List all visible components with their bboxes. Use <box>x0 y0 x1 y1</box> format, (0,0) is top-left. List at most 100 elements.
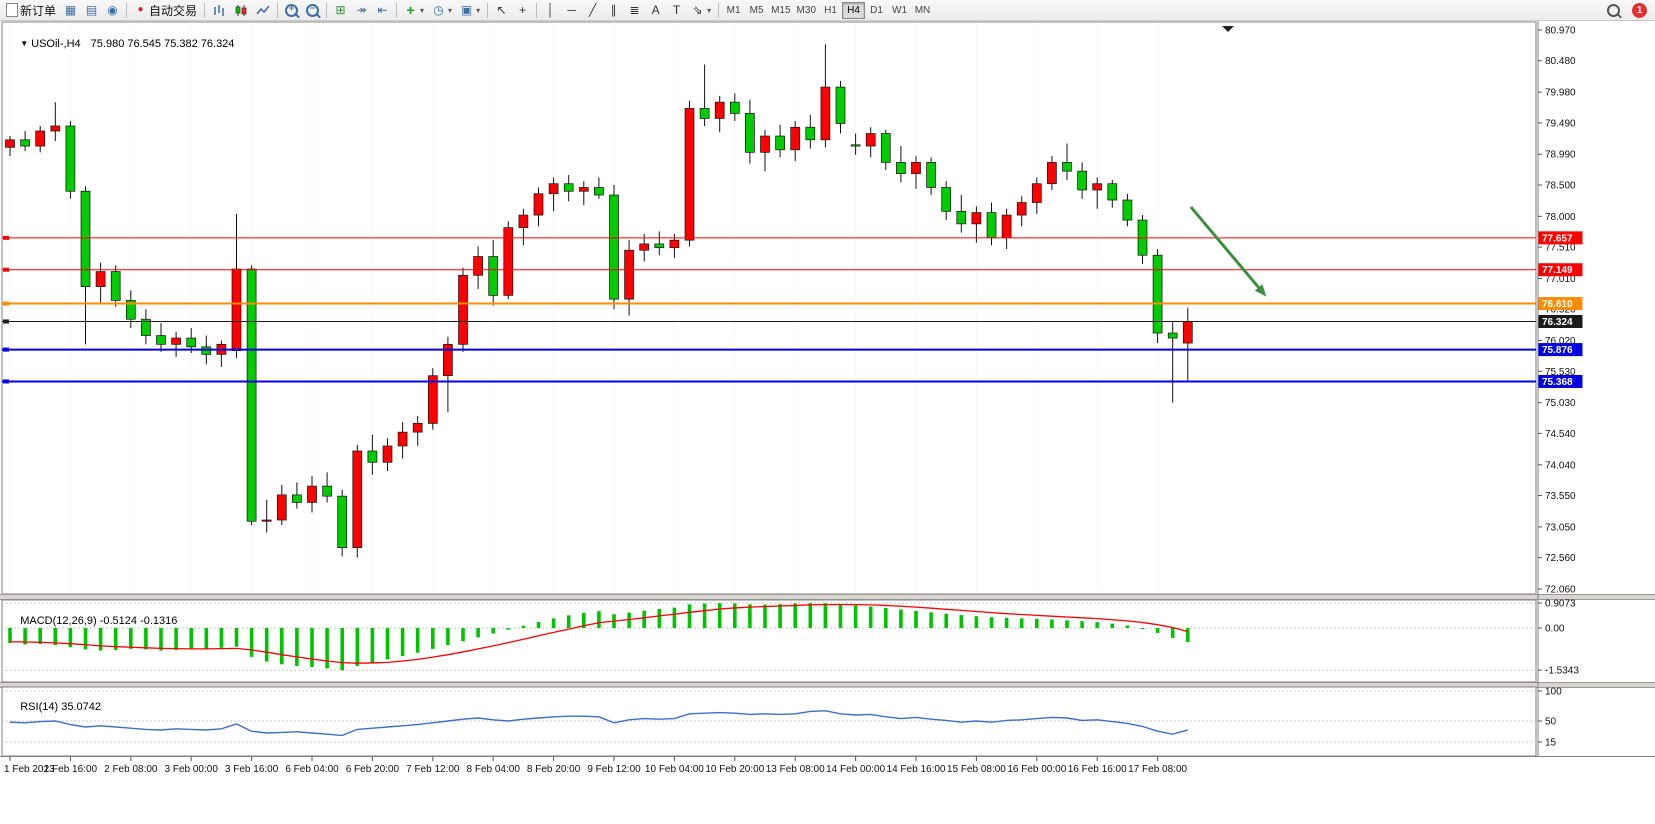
zoom-out-icon: − <box>306 3 320 17</box>
crosshair-button[interactable]: + <box>512 1 533 20</box>
tile-windows-button[interactable]: ⊞ <box>330 1 351 20</box>
text-tool-button[interactable]: A <box>645 1 666 20</box>
svg-text:74.540: 74.540 <box>1545 429 1576 440</box>
toolbar-separator <box>326 2 328 18</box>
timeframe-m1-button[interactable]: M1 <box>722 2 745 19</box>
notification-badge[interactable]: 1 <box>1632 2 1647 18</box>
svg-text:0.9073: 0.9073 <box>1545 599 1576 610</box>
svg-text:13 Feb 08:00: 13 Feb 08:00 <box>766 764 825 775</box>
svg-text:14 Feb 00:00: 14 Feb 00:00 <box>826 764 885 775</box>
cursor-button[interactable]: ↖ <box>491 1 512 20</box>
rsi-panel <box>1 686 1537 757</box>
panel-frames <box>1 21 1537 595</box>
zoom-in-button[interactable]: + <box>281 1 302 20</box>
timeframe-h1-button[interactable]: H1 <box>819 2 842 19</box>
svg-text:1 Feb 16:00: 1 Feb 16:00 <box>44 764 98 775</box>
horizontal-line-icon: ─ <box>567 3 576 17</box>
svg-text:72.560: 72.560 <box>1545 553 1576 564</box>
svg-text:14 Feb 16:00: 14 Feb 16:00 <box>887 764 946 775</box>
svg-text:0.00: 0.00 <box>1545 624 1565 635</box>
line-chart-button[interactable] <box>252 1 274 20</box>
timeframe-h4-button[interactable]: H4 <box>842 1 865 19</box>
chart-shift-button[interactable]: ⇤ <box>372 1 393 20</box>
templates-icon: ▣ <box>460 3 473 17</box>
chevron-down-icon: ▾ <box>476 5 481 15</box>
cursor-icon: ↖ <box>496 3 507 17</box>
data-window-button[interactable]: ▤ <box>81 1 102 20</box>
svg-text:16 Feb 16:00: 16 Feb 16:00 <box>1068 764 1127 775</box>
toolbar-separator <box>718 2 720 18</box>
data-window-icon: ▤ <box>85 3 98 17</box>
toolbar-separator <box>536 2 538 18</box>
chart-canvas[interactable]: 80.970 80.480 79.980 79.490 78.990 78.500 78.0… <box>0 21 1655 824</box>
templates-button[interactable]: ▣ ▾ <box>456 1 484 20</box>
indicators-button[interactable]: + ▾ <box>400 1 428 20</box>
svg-text:80.480: 80.480 <box>1545 56 1576 67</box>
alerts-button[interactable]: ◉ <box>102 1 123 20</box>
timeframe-m30-button[interactable]: M30 <box>794 2 819 19</box>
svg-text:79.490: 79.490 <box>1545 118 1576 129</box>
timeframe-w1-button[interactable]: W1 <box>888 2 911 19</box>
svg-text:80.970: 80.970 <box>1545 26 1576 37</box>
svg-text:77.510: 77.510 <box>1545 243 1576 254</box>
svg-text:16 Feb 00:00: 16 Feb 00:00 <box>1007 764 1066 775</box>
svg-text:1 Feb 2023: 1 Feb 2023 <box>4 764 55 775</box>
toolbar-separator <box>277 2 279 18</box>
timeframe-mn-button[interactable]: MN <box>911 2 934 19</box>
channel-icon: ∥ <box>610 3 617 17</box>
market-watch-button[interactable]: ▦ <box>60 1 81 20</box>
svg-text:3 Feb 16:00: 3 Feb 16:00 <box>225 764 279 775</box>
price-lines-layer[interactable] <box>2 235 1536 384</box>
trendline-button[interactable]: ╱ <box>582 1 603 20</box>
svg-text:75.030: 75.030 <box>1545 398 1576 409</box>
svg-text:77.657: 77.657 <box>1542 233 1573 244</box>
svg-text:6 Feb 20:00: 6 Feb 20:00 <box>346 764 400 775</box>
svg-text:76.020: 76.020 <box>1545 336 1576 347</box>
chart-window[interactable]: 80.970 80.480 79.980 79.490 78.990 78.500 78.0… <box>0 21 1655 824</box>
svg-text:8 Feb 20:00: 8 Feb 20:00 <box>527 764 581 775</box>
svg-text:15: 15 <box>1545 738 1557 749</box>
vertical-line-icon: │ <box>546 3 555 17</box>
horizontal-line-button[interactable]: ─ <box>561 1 582 20</box>
periods-button[interactable]: ◷ ▾ <box>428 1 456 20</box>
macd-panel <box>1 599 1537 683</box>
arrows-tool-button[interactable]: ⇘ ▾ <box>687 1 715 20</box>
channel-button[interactable]: ∥ <box>603 1 624 20</box>
label-tool-icon: T <box>672 3 681 17</box>
price-axis[interactable]: 80.970 80.480 79.980 79.490 78.990 78.500 78.0… <box>1537 21 1579 756</box>
svg-text:15 Feb 08:00: 15 Feb 08:00 <box>947 764 1006 775</box>
auto-scroll-button[interactable]: ↠ <box>351 1 372 20</box>
fibonacci-button[interactable]: ≣ <box>624 1 645 20</box>
toolbar-separator <box>396 2 398 18</box>
timeframe-m15-button[interactable]: M15 <box>768 2 793 19</box>
candlestick-chart-button[interactable] <box>230 1 252 20</box>
search-button[interactable] <box>1603 1 1624 20</box>
zoom-out-button[interactable]: − <box>302 1 323 20</box>
clock-icon: ◷ <box>433 3 444 17</box>
label-tool-button[interactable]: T <box>666 1 687 20</box>
svg-text:3 Feb 00:00: 3 Feb 00:00 <box>165 764 219 775</box>
toolbar-separator <box>487 2 489 18</box>
text-tool-icon: A <box>651 3 660 17</box>
new-order-button[interactable]: 新订单 <box>2 1 60 20</box>
auto-scroll-icon: ↠ <box>356 3 367 17</box>
svg-text:78.500: 78.500 <box>1545 180 1576 191</box>
timeframe-d1-button[interactable]: D1 <box>865 2 888 19</box>
autotrading-button[interactable]: ● 自动交易 <box>130 1 201 20</box>
bar-chart-button[interactable] <box>208 1 230 20</box>
timeframe-m5-button[interactable]: M5 <box>745 2 768 19</box>
vertical-line-button[interactable]: │ <box>540 1 561 20</box>
svg-text:76.520: 76.520 <box>1545 305 1576 316</box>
svg-text:7 Feb 12:00: 7 Feb 12:00 <box>406 764 460 775</box>
zoom-in-icon: + <box>285 3 299 17</box>
trendline-icon: ╱ <box>588 3 597 17</box>
chevron-down-icon: ▾ <box>448 5 453 15</box>
svg-text:10 Feb 04:00: 10 Feb 04:00 <box>645 764 704 775</box>
price-tags: 77.657 77.149 76.610 76.324 75.876 75.368 <box>1538 231 1583 388</box>
alerts-icon: ◉ <box>107 3 118 17</box>
candles-layer <box>5 44 1193 558</box>
svg-text:78.990: 78.990 <box>1545 150 1576 161</box>
trend-arrow[interactable] <box>1189 205 1267 297</box>
chevron-down-icon: ▾ <box>707 5 712 15</box>
